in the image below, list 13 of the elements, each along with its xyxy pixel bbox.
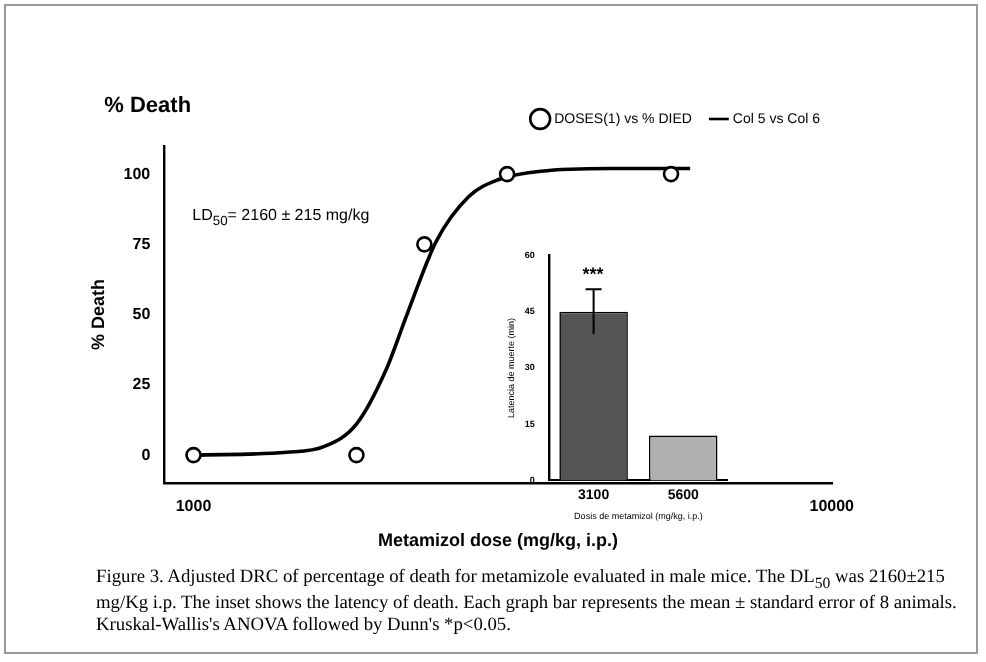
y-tick-label: 25: [132, 375, 152, 394]
y-tick-label: 75: [132, 234, 152, 253]
annotation: LD$_{50}$= 2160 ± 215 mg/kg: [192, 206, 370, 230]
y-tick-label: 0: [141, 445, 152, 464]
y-tick-label: 100: [123, 164, 152, 183]
chart-title: % Death: [104, 94, 192, 118]
y-tick-label: 50: [132, 305, 152, 324]
annotation: ***: [582, 263, 604, 284]
y-axis-title: % Death: [87, 279, 108, 351]
x-axis-title: Metamizol dose (mg/kg, i.p.): [378, 530, 619, 551]
caption: Figure 3. Adjusted DRC of percentage of death for metamizole evaluated in male mice. The DL$_{50}$ was 2160±215 mg/Kg i.p. The inset shows the latency of death. Each graph bar represents the mean ± standard error of 8 animals. Kruskal-Wallis's ANOVA followed by Dunn's *p<0.05.: [96, 568, 959, 638]
x-tick-label: 1000: [175, 497, 213, 516]
x-tick-label: 10000: [809, 497, 856, 516]
